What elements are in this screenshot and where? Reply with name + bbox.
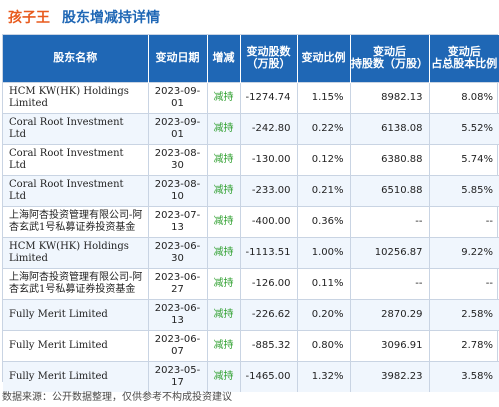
table-row: Coral Root Investment Ltd 2023-08-30 减持 … xyxy=(3,143,499,175)
change-ratio: 0.21% xyxy=(296,174,350,206)
after-shares: 2870.29 xyxy=(349,298,429,330)
change-ratio: 0.20% xyxy=(296,298,350,330)
after-ratio: 2.78% xyxy=(428,329,499,361)
change-date: 2023-09-01 xyxy=(147,81,207,113)
shareholder-name: HCM KW(HK) Holdings Limited xyxy=(3,81,148,113)
table-row: Fully Merit Limited 2023-06-13 减持 -226.6… xyxy=(3,298,499,330)
header-shareholder: 股东名称 xyxy=(3,35,148,82)
shareholder-name: Coral Root Investment Ltd xyxy=(3,112,148,144)
table-row: Fully Merit Limited 2023-05-17 减持 -1465.… xyxy=(3,360,499,392)
header-change-date: 变动日期 xyxy=(147,35,207,82)
change-ratio: 1.00% xyxy=(296,236,350,268)
after-shares: 3982.23 xyxy=(349,360,429,392)
after-shares: -- xyxy=(349,205,429,237)
after-ratio: -- xyxy=(428,205,499,237)
change-type: 减持 xyxy=(206,236,240,268)
after-shares: 6138.08 xyxy=(349,112,429,144)
change-ratio: 0.80% xyxy=(296,329,350,361)
source-footnote-text: 数据来源：公开数据整理，仅供参考不构成投资建议 xyxy=(2,392,232,403)
change-ratio: 0.11% xyxy=(296,267,350,299)
after-ratio: 2.58% xyxy=(428,298,499,330)
header-after-ratio: 变动后 占总股本比例 xyxy=(428,35,499,82)
header-change-shares: 变动股数 （万股） xyxy=(239,35,297,82)
after-ratio: 5.74% xyxy=(428,143,499,175)
after-shares: -- xyxy=(349,267,429,299)
stock-name: 孩子王 xyxy=(8,10,50,26)
after-ratio: 5.52% xyxy=(428,112,499,144)
table-row: HCM KW(HK) Holdings Limited 2023-06-30 减… xyxy=(3,236,499,268)
change-date: 2023-05-17 xyxy=(147,360,207,392)
shareholder-changes-table: 股东名称 变动日期 增减 变动股数 （万股） 变动比例 变动后 持股数（万股） … xyxy=(2,34,499,392)
change-shares: -130.00 xyxy=(239,143,297,175)
after-ratio: 3.58% xyxy=(428,360,499,392)
table-row: Fully Merit Limited 2023-06-07 减持 -885.3… xyxy=(3,329,499,361)
change-shares: -242.80 xyxy=(239,112,297,144)
change-date: 2023-08-10 xyxy=(147,174,207,206)
change-type: 减持 xyxy=(206,143,240,175)
shareholder-name: Fully Merit Limited xyxy=(3,360,148,392)
change-type: 减持 xyxy=(206,267,240,299)
after-shares: 6380.88 xyxy=(349,143,429,175)
change-date: 2023-06-27 xyxy=(147,267,207,299)
after-shares: 3096.91 xyxy=(349,329,429,361)
header-change-ratio: 变动比例 xyxy=(296,35,350,82)
change-type: 减持 xyxy=(206,360,240,392)
change-shares: -226.62 xyxy=(239,298,297,330)
after-ratio: -- xyxy=(428,267,499,299)
shareholder-name: Coral Root Investment Ltd xyxy=(3,143,148,175)
after-ratio: 5.85% xyxy=(428,174,499,206)
change-ratio: 1.32% xyxy=(296,360,350,392)
change-type: 减持 xyxy=(206,174,240,206)
change-ratio: 1.15% xyxy=(296,81,350,113)
shareholder-name: Fully Merit Limited xyxy=(3,298,148,330)
report-title: 股东增减持详情 xyxy=(62,10,160,26)
change-ratio: 0.22% xyxy=(296,112,350,144)
shareholder-name: HCM KW(HK) Holdings Limited xyxy=(3,236,148,268)
change-date: 2023-06-13 xyxy=(147,298,207,330)
change-date: 2023-08-30 xyxy=(147,143,207,175)
change-type: 减持 xyxy=(206,298,240,330)
change-type: 减持 xyxy=(206,205,240,237)
change-shares: -233.00 xyxy=(239,174,297,206)
change-shares: -885.32 xyxy=(239,329,297,361)
after-shares: 10256.87 xyxy=(349,236,429,268)
change-date: 2023-06-30 xyxy=(147,236,207,268)
shareholder-name: 上海阿杏投资管理有限公司-阿杏玄武1号私募证券投资基金 xyxy=(3,205,148,237)
after-ratio: 8.08% xyxy=(428,81,499,113)
change-type: 减持 xyxy=(206,112,240,144)
change-shares: -126.00 xyxy=(239,267,297,299)
table-row: Coral Root Investment Ltd 2023-08-10 减持 … xyxy=(3,174,499,206)
after-shares: 8982.13 xyxy=(349,81,429,113)
table-row: HCM KW(HK) Holdings Limited 2023-09-01 减… xyxy=(3,81,499,113)
source-footnote: 数据来源：公开数据整理，仅供参考不构成投资建议 xyxy=(2,388,497,406)
after-shares: 6510.88 xyxy=(349,174,429,206)
header-after-shares: 变动后 持股数（万股） xyxy=(349,35,429,82)
change-ratio: 0.12% xyxy=(296,143,350,175)
table-row: 上海阿杏投资管理有限公司-阿杏玄武1号私募证券投资基金 2023-07-13 减… xyxy=(3,205,499,237)
change-date: 2023-06-07 xyxy=(147,329,207,361)
change-shares: -1274.74 xyxy=(239,81,297,113)
after-ratio: 9.22% xyxy=(428,236,499,268)
change-shares: -400.00 xyxy=(239,205,297,237)
change-type: 减持 xyxy=(206,81,240,113)
shareholder-name: 上海阿杏投资管理有限公司-阿杏玄武1号私募证券投资基金 xyxy=(3,267,148,299)
table-row: Coral Root Investment Ltd 2023-09-01 减持 … xyxy=(3,112,499,144)
change-date: 2023-09-01 xyxy=(147,112,207,144)
header-change-type: 增减 xyxy=(206,35,240,82)
table-row: 上海阿杏投资管理有限公司-阿杏玄武1号私募证券投资基金 2023-06-27 减… xyxy=(3,267,499,299)
shareholder-name: Fully Merit Limited xyxy=(3,329,148,361)
change-date: 2023-07-13 xyxy=(147,205,207,237)
change-ratio: 0.36% xyxy=(296,205,350,237)
change-type: 减持 xyxy=(206,329,240,361)
change-shares: -1465.00 xyxy=(239,360,297,392)
change-shares: -1113.51 xyxy=(239,236,297,268)
shareholder-name: Coral Root Investment Ltd xyxy=(3,174,148,206)
report-header: 孩子王 股东增减持详情 xyxy=(0,0,499,34)
